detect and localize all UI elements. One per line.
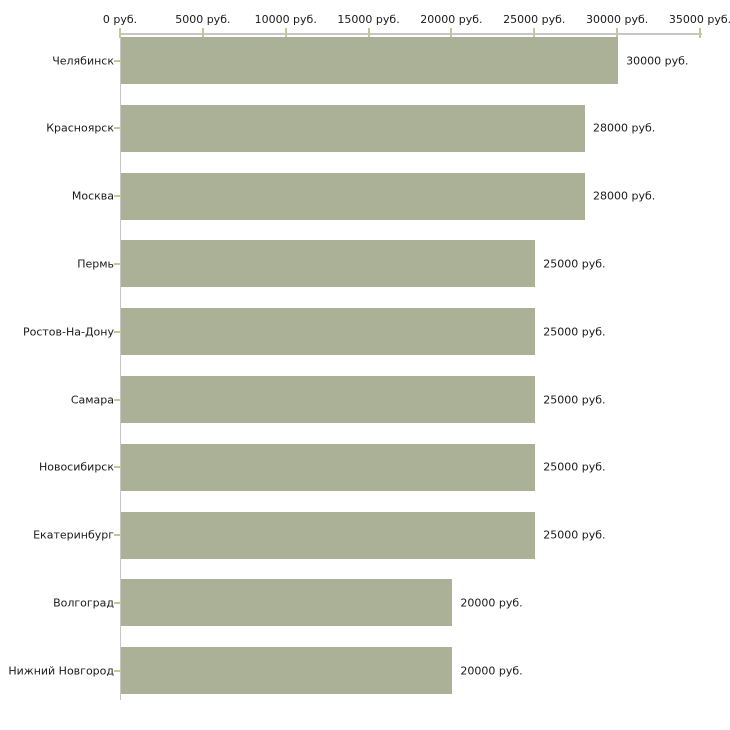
bar-Челябинск (121, 37, 619, 84)
x-axis-tick-mark (119, 28, 121, 38)
x-axis-tick-label: 30000 руб. (586, 13, 649, 26)
x-axis-tick-label: 25000 руб. (503, 13, 566, 26)
value-label: 30000 руб. (626, 54, 689, 67)
bar-Новосибирск (121, 443, 536, 491)
x-axis-tick-mark (367, 28, 370, 38)
x-axis-line (120, 33, 702, 35)
x-axis-tick-mark (616, 28, 619, 38)
bar-Волгоград (121, 579, 453, 627)
bar-Ростов-На-Дону (121, 308, 536, 356)
category-label: Нижний Новгород (8, 664, 114, 678)
category-label: Красноярск (46, 121, 114, 135)
bar-Пермь (121, 240, 536, 288)
value-label: 25000 руб. (543, 460, 606, 474)
category-label: Москва (71, 189, 114, 203)
y-axis-tick-mark (114, 127, 124, 130)
bar-Самара (121, 376, 536, 423)
x-axis-tick-mark (533, 28, 536, 38)
value-label: 20000 руб. (460, 664, 523, 678)
x-axis-tick-mark (699, 28, 701, 38)
value-label: 25000 руб. (543, 393, 606, 406)
x-axis-tick-label: 35000 руб. (668, 13, 730, 26)
category-label: Самара (70, 393, 114, 406)
category-label: Пермь (77, 257, 114, 271)
x-axis-tick-label: 20000 руб. (420, 13, 483, 26)
y-axis-tick-mark (114, 262, 124, 265)
x-axis-tick-label: 10000 руб. (254, 13, 317, 26)
bar-Красноярск (121, 104, 585, 152)
category-label: Новосибирск (38, 460, 114, 474)
x-axis-tick-label: 5000 руб. (175, 13, 231, 26)
x-axis-tick-label: 0 руб. (102, 13, 138, 26)
x-axis-tick-mark (201, 28, 204, 38)
value-label: 25000 руб. (543, 325, 606, 339)
y-axis-tick-mark (114, 330, 124, 333)
value-label: 28000 руб. (593, 121, 656, 135)
x-axis-tick-mark (450, 28, 453, 38)
value-label: 25000 руб. (543, 257, 606, 271)
x-axis-tick-mark (284, 28, 287, 38)
x-axis-tick-label: 15000 руб. (337, 13, 400, 26)
y-axis-line (120, 33, 121, 700)
y-axis-tick-mark (114, 601, 124, 604)
y-axis-tick-mark (114, 534, 124, 537)
category-label: Екатеринбург (33, 528, 114, 542)
category-label: Челябинск (52, 54, 114, 67)
value-label: 25000 руб. (543, 528, 606, 542)
bar-Екатеринбург (121, 511, 536, 559)
category-label: Волгоград (53, 596, 114, 610)
y-axis-tick-mark (114, 195, 124, 198)
value-label: 20000 руб. (460, 596, 523, 610)
y-axis-tick-mark (114, 398, 124, 401)
value-label: 28000 руб. (593, 189, 656, 203)
category-label: Ростов-На-Дону (22, 325, 114, 339)
bar-Москва (121, 172, 585, 220)
bar-Нижний Новгород (121, 647, 453, 695)
y-axis-tick-mark (114, 669, 124, 672)
y-axis-tick-mark (114, 59, 124, 62)
y-axis-tick-mark (114, 466, 124, 469)
